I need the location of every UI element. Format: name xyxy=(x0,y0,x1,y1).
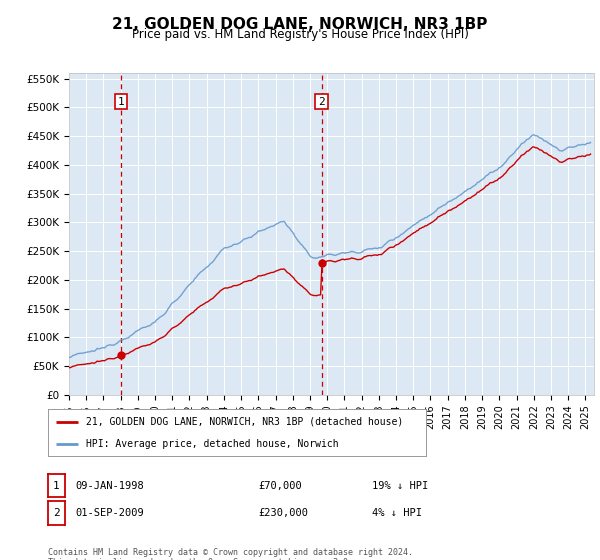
Text: 4% ↓ HPI: 4% ↓ HPI xyxy=(372,508,422,518)
Text: 2: 2 xyxy=(53,508,60,518)
Text: 2: 2 xyxy=(318,96,325,106)
Text: 09-JAN-1998: 09-JAN-1998 xyxy=(76,480,145,491)
Text: Contains HM Land Registry data © Crown copyright and database right 2024.
This d: Contains HM Land Registry data © Crown c… xyxy=(48,548,413,560)
Text: £230,000: £230,000 xyxy=(258,508,308,518)
Text: 1: 1 xyxy=(118,96,125,106)
Text: HPI: Average price, detached house, Norwich: HPI: Average price, detached house, Norw… xyxy=(86,438,338,449)
Text: £70,000: £70,000 xyxy=(258,480,302,491)
Text: 21, GOLDEN DOG LANE, NORWICH, NR3 1BP (detached house): 21, GOLDEN DOG LANE, NORWICH, NR3 1BP (d… xyxy=(86,417,403,427)
Text: 21, GOLDEN DOG LANE, NORWICH, NR3 1BP: 21, GOLDEN DOG LANE, NORWICH, NR3 1BP xyxy=(112,17,488,32)
Text: 1: 1 xyxy=(53,480,60,491)
Text: 19% ↓ HPI: 19% ↓ HPI xyxy=(372,480,428,491)
Text: 01-SEP-2009: 01-SEP-2009 xyxy=(76,508,145,518)
Text: Price paid vs. HM Land Registry's House Price Index (HPI): Price paid vs. HM Land Registry's House … xyxy=(131,28,469,41)
